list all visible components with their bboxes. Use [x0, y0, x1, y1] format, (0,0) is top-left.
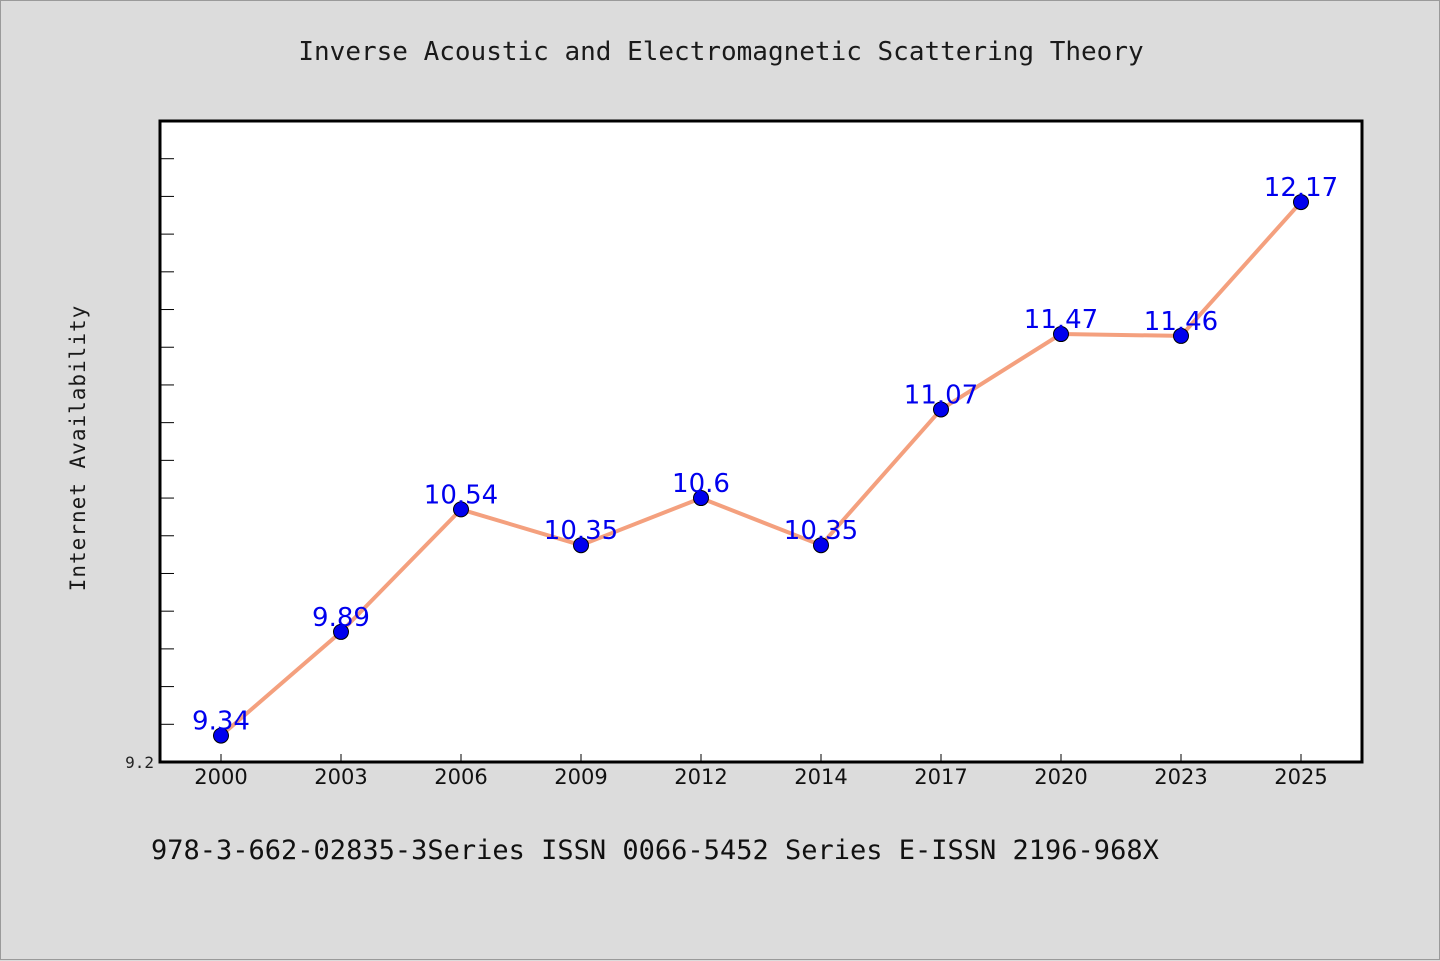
x-tick-label: 2000 [194, 765, 247, 789]
data-point [213, 727, 229, 744]
data-label: 10.6 [672, 469, 730, 499]
data-point [573, 537, 589, 554]
data-point [693, 490, 709, 507]
x-tick-label: 2014 [794, 765, 847, 789]
plot-frame [158, 119, 1364, 764]
data-label: 9.34 [192, 707, 250, 737]
data-point [813, 537, 829, 554]
x-tick-label: 2020 [1034, 765, 1087, 789]
series-line [219, 200, 1303, 738]
data-point [1293, 194, 1309, 211]
footer-note: 978-3-662-02835-3Series ISSN 0066-5452 S… [151, 835, 1159, 866]
data-label: 10.54 [424, 480, 498, 510]
data-point [333, 623, 349, 640]
data-label: 10.35 [784, 516, 858, 546]
data-point [453, 501, 469, 518]
x-tick-label: 2009 [554, 765, 607, 789]
plot-area [160, 121, 1362, 762]
data-point [933, 401, 949, 418]
x-tick-label: 2012 [674, 765, 727, 789]
data-label: 9.89 [312, 603, 370, 633]
x-tick-label: 2023 [1154, 765, 1207, 789]
data-point [1053, 326, 1069, 343]
data-label: 10.35 [544, 516, 618, 546]
data-label: 12.17 [1264, 173, 1338, 203]
data-label: 11.46 [1144, 307, 1218, 337]
x-tick-label: 2025 [1274, 765, 1327, 789]
data-label: 11.47 [1024, 305, 1098, 335]
data-label: 11.07 [904, 380, 978, 410]
y-tick-label: 9.2 [125, 753, 154, 772]
data-point [1173, 327, 1189, 344]
x-tick-label: 2003 [314, 765, 367, 789]
x-tick-label: 2006 [434, 765, 487, 789]
x-tick-label: 2017 [914, 765, 967, 789]
chart-title: Inverse Acoustic and Electromagnetic Sca… [298, 37, 1144, 67]
